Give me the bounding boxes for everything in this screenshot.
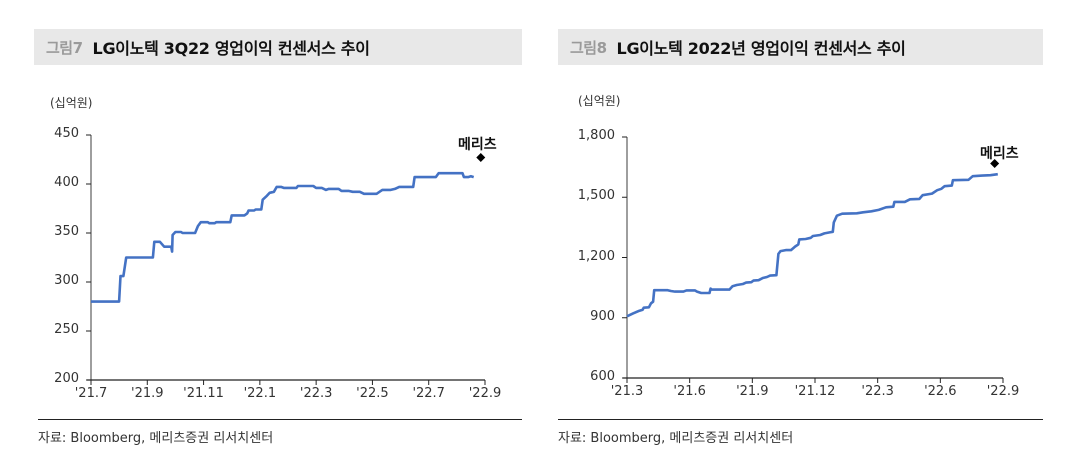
x-tick-label: '21.6 <box>673 384 706 399</box>
x-tick-label: '21.7 <box>74 386 108 401</box>
x-tick-label: '22.3 <box>299 386 333 401</box>
y-tick-label: 250 <box>54 322 79 337</box>
y-tick-label: 450 <box>54 126 79 141</box>
chart-panel-left: 그림7 LG이노텍 3Q22 영업이익 컨센서스 추이 (십억원) 메리츠 자료… <box>34 29 522 446</box>
y-tick-label: 200 <box>54 371 79 386</box>
chart-title: LG이노텍 2022년 영업이익 컨센서스 추이 <box>616 39 906 58</box>
source-divider <box>558 419 1043 420</box>
y-axis-unit: (십억원) <box>578 94 621 108</box>
annotation-label: 메리츠 <box>458 137 497 153</box>
y-tick-label: 400 <box>54 175 79 190</box>
x-tick-label: '22.6 <box>924 384 957 399</box>
y-tick-label: 900 <box>590 308 615 324</box>
y-tick-label: 1,500 <box>577 188 615 204</box>
y-tick-label: 300 <box>54 273 79 288</box>
source-divider <box>38 419 522 420</box>
x-tick-label: '21.9 <box>736 384 769 399</box>
figure-number: 그림8 <box>570 38 607 57</box>
figure-number: 그림7 <box>46 38 83 57</box>
y-tick-label: 350 <box>54 224 79 239</box>
diamond-marker-icon <box>990 159 1000 169</box>
diamond-marker-icon <box>476 153 486 163</box>
chart-title-bar: 그림8 LG이노텍 2022년 영업이익 컨센서스 추이 <box>558 29 1043 65</box>
y-tick-label: 1,200 <box>577 248 615 264</box>
x-tick-label: '22.9 <box>986 384 1020 399</box>
chart-title-bar: 그림7 LG이노텍 3Q22 영업이익 컨센서스 추이 <box>34 29 522 65</box>
x-tick-label: '21.3 <box>610 384 644 399</box>
x-tick-label: '22.9 <box>468 386 502 401</box>
x-tick-label: '21.11 <box>183 386 224 401</box>
source-note: 자료: Bloomberg, 메리츠증권 리서치센터 <box>38 431 274 446</box>
x-tick-label: '22.1 <box>243 386 277 401</box>
consensus-line <box>626 172 998 318</box>
consensus-line <box>91 171 475 303</box>
x-tick-label: '22.7 <box>412 386 445 401</box>
source-note: 자료: Bloomberg, 메리츠증권 리서치센터 <box>558 431 794 446</box>
y-axis-unit: (십억원) <box>50 96 93 110</box>
y-tick-label: 1,800 <box>577 128 615 143</box>
x-tick-label: '22.3 <box>861 384 894 399</box>
x-tick-label: '21.12 <box>794 384 836 399</box>
annotation-label: 메리츠 <box>980 146 1019 162</box>
chart-title: LG이노텍 3Q22 영업이익 컨센서스 추이 <box>92 39 370 58</box>
x-tick-label: '22.5 <box>356 386 389 401</box>
chart-panel-right: 그림8 LG이노텍 2022년 영업이익 컨센서스 추이 (십억원) 메리츠 자… <box>541 0 1082 463</box>
y-tick-label: 600 <box>590 369 615 384</box>
x-tick-label: '21.9 <box>131 386 164 401</box>
